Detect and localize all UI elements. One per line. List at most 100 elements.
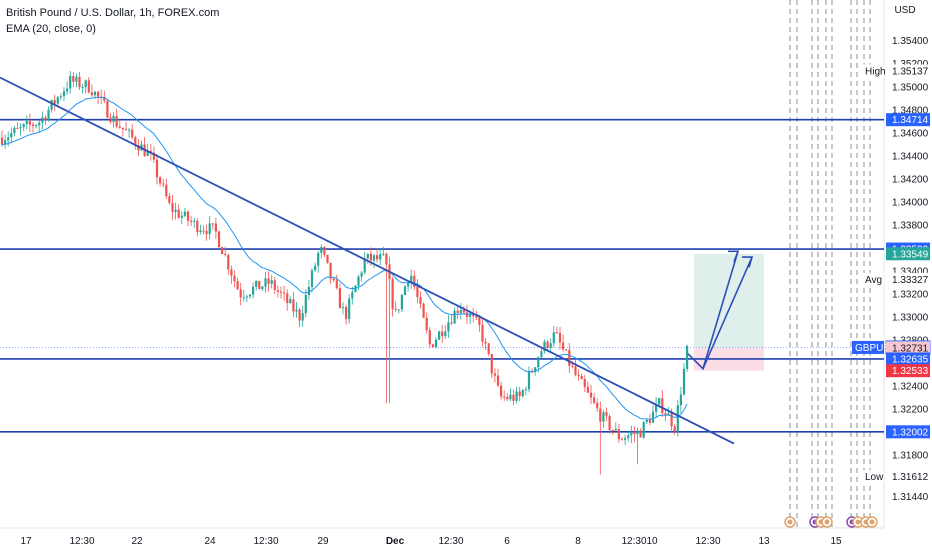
candle-body — [131, 129, 134, 138]
candle-body — [56, 97, 59, 104]
candle-body — [4, 140, 7, 145]
candle-body — [379, 254, 382, 260]
candle-body — [627, 435, 630, 439]
ema-indicator-label[interactable]: EMA (20, close, 0) — [6, 23, 96, 35]
time-tick-label-10: 12:30 — [621, 536, 646, 547]
candle-body — [679, 394, 682, 406]
candle-body — [506, 396, 509, 400]
price-tick-label-3: 1.34800 — [892, 105, 929, 116]
candle-body — [645, 419, 648, 423]
candle-body — [47, 109, 50, 121]
candle-body — [410, 275, 413, 284]
price-tag-prefix-box-5 — [852, 340, 884, 354]
candle-body — [394, 308, 397, 310]
event-flag-dot — [824, 519, 830, 525]
candle-body — [230, 269, 233, 276]
price-tag-9 — [886, 425, 930, 439]
candle-body — [382, 253, 385, 255]
candle-body — [310, 270, 314, 288]
candle-body — [642, 422, 645, 438]
candle-body — [558, 332, 562, 343]
time-tick-label-13: 13 — [758, 536, 770, 547]
candle-body — [515, 391, 518, 401]
candle-body — [369, 253, 372, 261]
candle-body — [416, 286, 419, 298]
candle-body — [301, 313, 304, 321]
ema-line — [1, 96, 688, 420]
candle-body — [651, 411, 655, 423]
price-tag-value-6: 1.32731 — [892, 343, 929, 354]
candle-body — [453, 310, 456, 324]
time-tick-label-7: 12:30 — [438, 536, 463, 547]
candle-body — [196, 220, 199, 233]
candle-body — [438, 331, 441, 340]
candles-group — [0, 70, 689, 475]
candle-body — [568, 349, 571, 366]
candle-body — [137, 145, 140, 151]
candle-body — [261, 286, 264, 290]
candle-body — [593, 397, 596, 403]
price-tag-prefix-box-0 — [862, 64, 884, 78]
time-tick-label-6: Dec — [386, 536, 405, 547]
candle-body — [518, 391, 521, 397]
candle-body — [38, 122, 41, 126]
candle-body — [434, 339, 438, 348]
candle-body — [53, 100, 56, 104]
candle-body — [25, 121, 28, 125]
candle-body — [168, 196, 171, 203]
economic-event-flags — [784, 516, 878, 528]
candle-body — [608, 416, 611, 430]
candle-body — [199, 230, 202, 233]
candle-body — [673, 426, 676, 432]
candle-body — [146, 150, 149, 156]
candle-body — [93, 91, 97, 96]
candle-body — [50, 100, 53, 110]
candle-body — [360, 272, 363, 277]
candle-body — [252, 286, 255, 295]
candle-body — [602, 412, 605, 422]
candle-body — [614, 429, 617, 431]
price-tag-value-10: 1.31612 — [892, 472, 929, 483]
candle-body — [376, 255, 379, 260]
candle-body — [531, 371, 534, 373]
candle-body — [267, 278, 270, 284]
time-tick-label-4: 12:30 — [253, 536, 278, 547]
event-flag-dot — [855, 519, 861, 525]
candle-body — [66, 88, 69, 92]
candle-body — [329, 262, 332, 279]
price-tick-label-5: 1.34400 — [892, 151, 929, 162]
price-tag-prefix-5: GBPUSD — [855, 343, 897, 354]
candle-body — [279, 291, 283, 293]
candle-body — [208, 223, 211, 235]
candle-body — [112, 116, 115, 122]
candle-body — [676, 405, 679, 432]
candle-body — [75, 76, 78, 82]
candle-body — [286, 293, 289, 304]
candle-body — [233, 275, 236, 282]
candle-body — [31, 124, 35, 127]
symbol-title[interactable]: British Pound / U.S. Dollar, 1h, FOREX.c… — [6, 7, 220, 19]
trend-line — [0, 76, 735, 445]
candle-body — [351, 292, 354, 299]
time-tick-label-2: 22 — [131, 536, 143, 547]
candle-body — [431, 344, 434, 348]
candle-body — [242, 297, 245, 299]
price-tag-value-0: 1.35137 — [892, 66, 929, 77]
candle-body — [428, 330, 431, 345]
candle-body — [661, 398, 664, 414]
candle-body — [444, 331, 447, 337]
candle-body — [348, 298, 351, 319]
candle-body — [586, 387, 589, 393]
candle-body — [639, 430, 642, 438]
candle-body — [106, 100, 109, 118]
candle-body — [549, 343, 552, 348]
candle-body — [664, 413, 667, 415]
price-tag-prefix-4: Avg — [865, 275, 882, 286]
price-tag-1 — [886, 113, 930, 127]
price-tag-4 — [886, 272, 930, 286]
price-tag-prefix-box-10 — [862, 470, 884, 484]
candle-body — [276, 290, 279, 292]
candle-body — [636, 430, 639, 435]
candle-body — [372, 255, 376, 261]
